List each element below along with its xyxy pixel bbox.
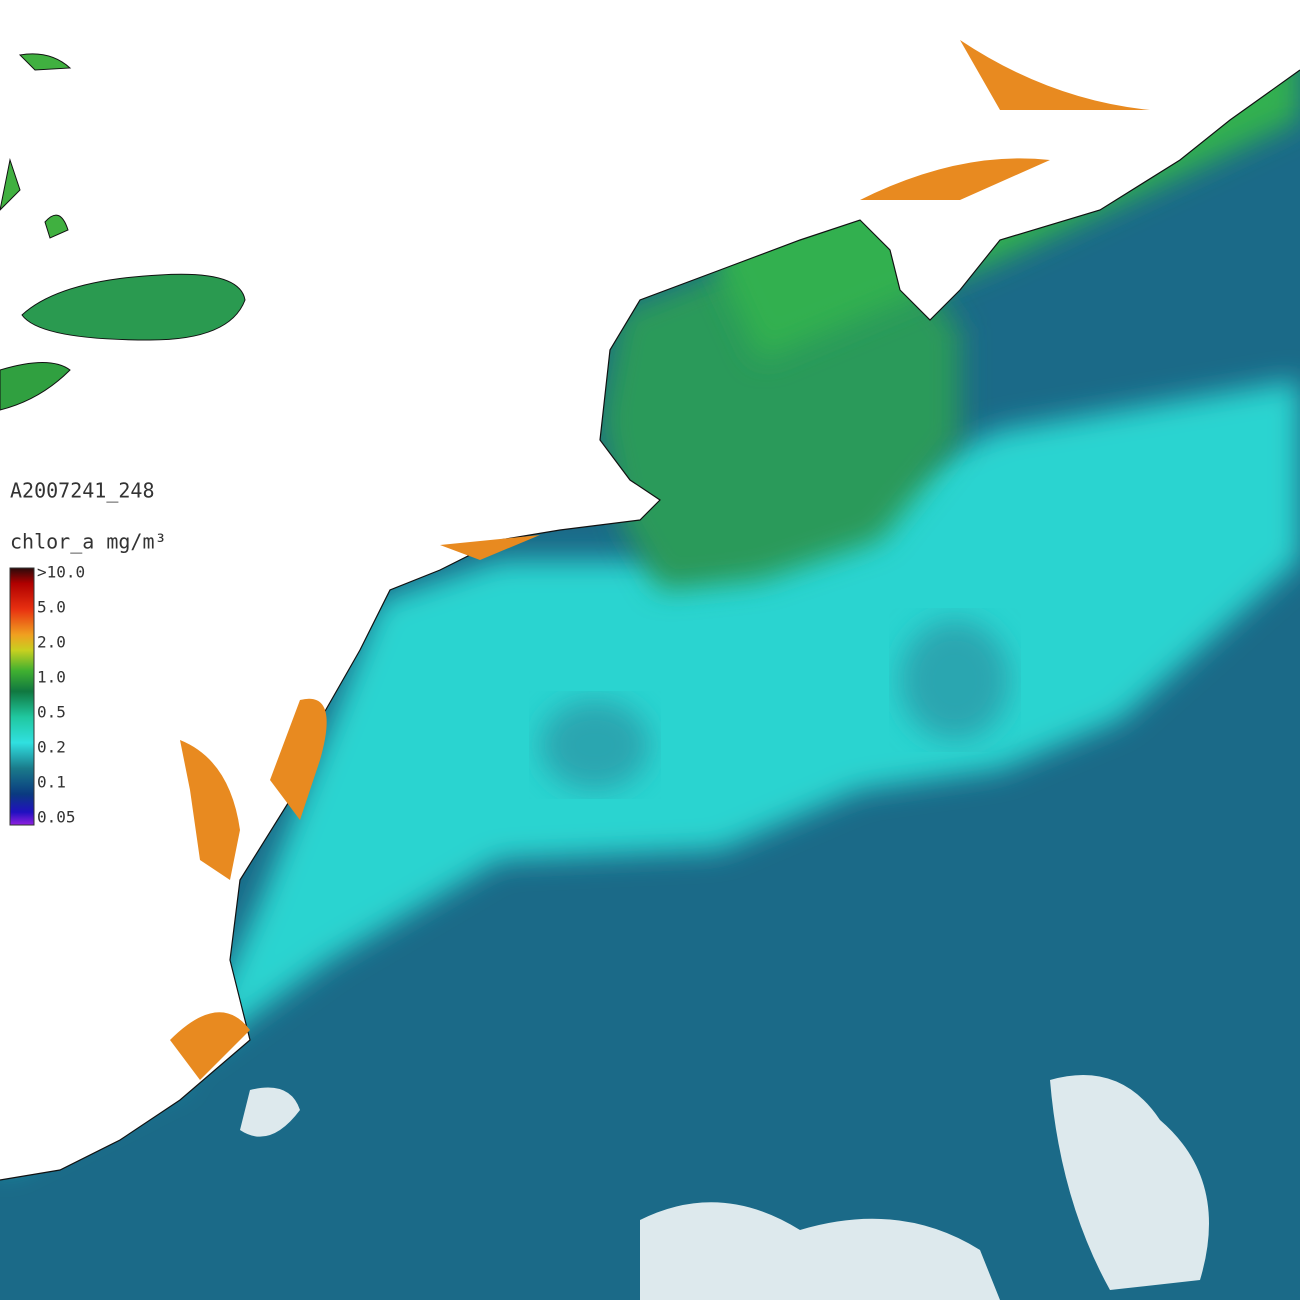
landmass: [0, 0, 1300, 1180]
colorbar-tick-label: 0.5: [37, 703, 66, 722]
colorbar-tick-label: 1.0: [37, 668, 66, 687]
eddy: [540, 700, 650, 790]
coastline: [0, 69, 1300, 1181]
shelf-water: [0, 380, 1300, 1170]
colorbar-tick-label: 0.05: [37, 808, 76, 827]
land: [0, 0, 1300, 1181]
lake-ontario: [21, 273, 246, 341]
colorbar-tick-label: >10.0: [37, 563, 85, 582]
cloud: [240, 1087, 300, 1137]
colorbar-tick-label: 0.2: [37, 738, 66, 757]
lake: [0, 53, 72, 239]
colorbar-tick-label: 5.0: [37, 598, 66, 617]
colorbar-ticks: >10.0 5.0 2.0 1.0 0.5 0.2 0.1 0.05: [37, 563, 85, 827]
legend-label: chlor_a mg/m³: [10, 530, 167, 554]
eddy: [900, 620, 1010, 740]
colorbar-tick-label: 2.0: [37, 633, 66, 652]
cloud: [640, 1202, 1000, 1300]
cloud: [1050, 1075, 1209, 1290]
lake-erie: [0, 362, 71, 411]
image-id: A2007241_248: [10, 479, 155, 503]
gulf-of-maine: [600, 240, 960, 590]
colorbar: [9, 567, 35, 826]
colorbar-tick-label: 0.1: [37, 773, 66, 792]
legend: A2007241_248 chlor_a mg/m³ >10.0 5.0 2.0 1.…: [9, 479, 167, 827]
